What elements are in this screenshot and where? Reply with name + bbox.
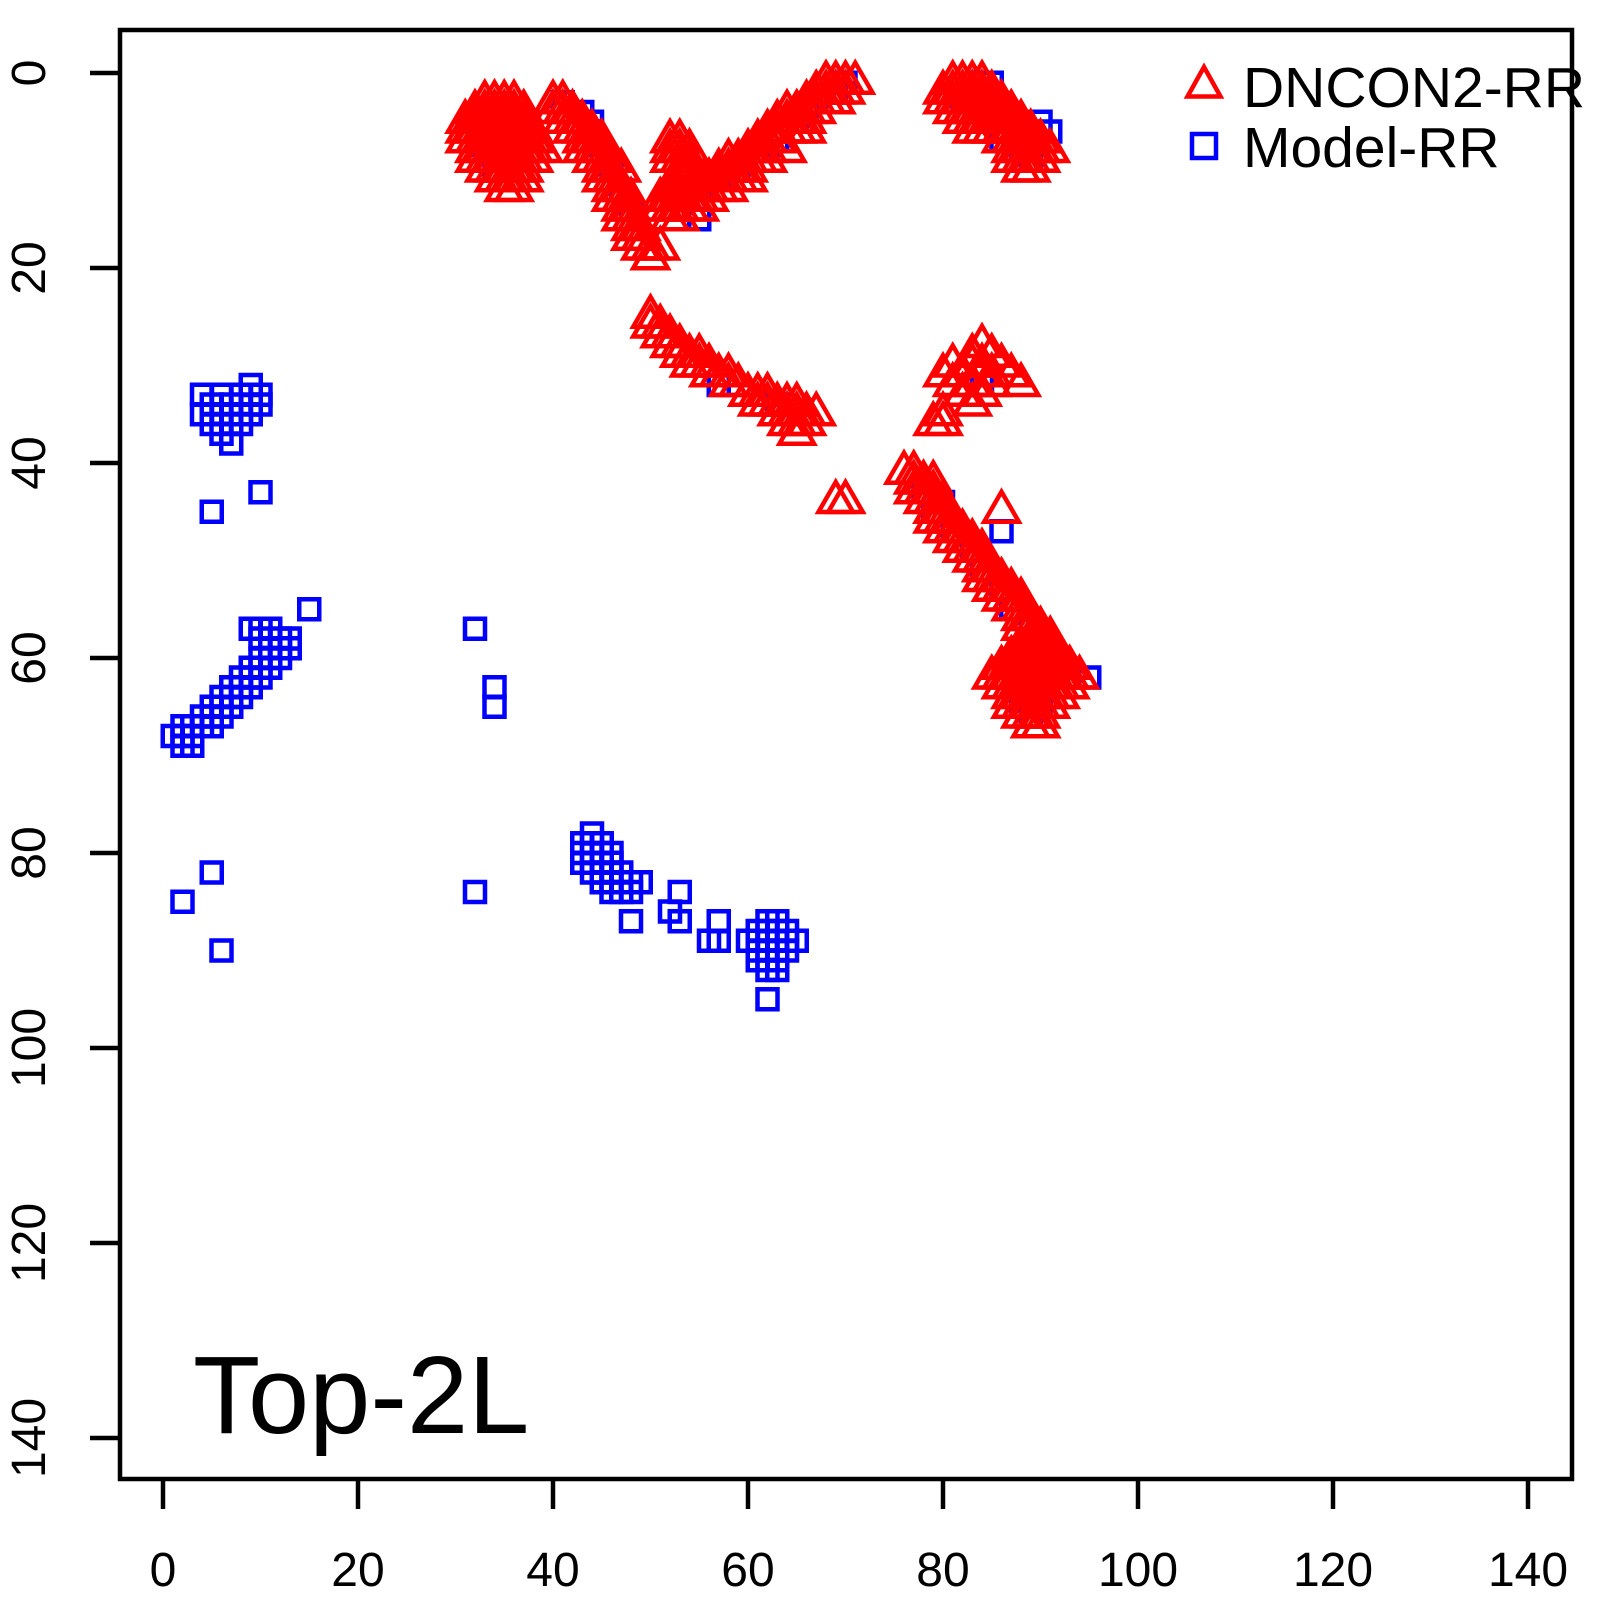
- point-square: [706, 928, 731, 953]
- point-triangle: [999, 360, 1043, 398]
- x-tick-label: 140: [1488, 1544, 1568, 1597]
- y-tick-label: 20: [3, 241, 56, 294]
- legend-triangle-icon: [1183, 62, 1225, 99]
- point-square: [706, 909, 731, 934]
- series-layer: [160, 58, 1102, 1012]
- legend: DNCON2-RR Model-RR: [1183, 56, 1585, 180]
- point-triangle: [492, 165, 536, 203]
- x-tick-label: 40: [526, 1544, 579, 1597]
- point-square: [989, 519, 1014, 544]
- point-triangle: [834, 58, 877, 95]
- y-tick-label: 140: [3, 1398, 56, 1478]
- point-square: [765, 957, 790, 983]
- point-triangle: [824, 477, 867, 515]
- point-triangle: [658, 194, 701, 232]
- point-triangle: [687, 175, 731, 212]
- y-tick-label: 100: [3, 1008, 56, 1088]
- point-square: [248, 480, 273, 505]
- point-square: [219, 431, 244, 456]
- legend-label-model: Model-RR: [1243, 116, 1500, 180]
- y-axis: 0 20 40 60 80 100 120 140: [3, 60, 120, 1478]
- y-tick-label: 80: [3, 826, 56, 879]
- point-square: [667, 879, 692, 905]
- y-tick-label: 40: [3, 436, 56, 489]
- point-triangle: [1009, 145, 1052, 183]
- y-tick-label: 0: [3, 60, 56, 87]
- point-triangle: [795, 389, 838, 427]
- point-triangle: [814, 77, 857, 115]
- point-square: [209, 938, 234, 963]
- point-triangle: [785, 106, 828, 144]
- point-square: [297, 597, 322, 622]
- point-triangle: [765, 126, 809, 164]
- point-triangle: [775, 399, 818, 437]
- point-triangle: [785, 97, 828, 134]
- point-triangle: [746, 136, 789, 173]
- y-tick-label: 60: [3, 631, 56, 684]
- point-square: [462, 616, 488, 641]
- point-square: [277, 636, 302, 661]
- point-triangle: [1019, 701, 1062, 739]
- point-triangle: [824, 67, 867, 105]
- x-tick-label: 120: [1293, 1544, 1373, 1597]
- x-tick-label: 100: [1098, 1544, 1178, 1597]
- plot-annotation: Top-2L: [193, 1334, 529, 1457]
- point-square: [755, 987, 780, 1012]
- point-square: [482, 694, 507, 719]
- legend-square-icon: [1189, 131, 1219, 161]
- point-square: [199, 499, 224, 524]
- point-square: [248, 626, 273, 651]
- point-triangle: [726, 145, 770, 183]
- point-square: [618, 909, 644, 934]
- x-tick-label: 80: [916, 1544, 969, 1597]
- x-tick-label: 60: [721, 1544, 774, 1597]
- y-tick-label: 120: [3, 1203, 56, 1283]
- plot-border: [117, 27, 1575, 1482]
- point-triangle: [726, 155, 770, 193]
- point-triangle: [775, 409, 818, 446]
- x-tick-label: 20: [331, 1544, 384, 1597]
- point-square: [170, 889, 195, 914]
- series-dncon2-rr: [444, 58, 1101, 739]
- point-square: [482, 675, 507, 700]
- point-triangle: [951, 379, 994, 417]
- point-triangle: [921, 399, 965, 437]
- point-square: [199, 860, 224, 885]
- point-triangle: [678, 184, 721, 222]
- point-square: [462, 879, 488, 905]
- point-square: [667, 909, 692, 934]
- point-triangle: [795, 87, 838, 125]
- point-triangle: [707, 165, 750, 203]
- x-tick-label: 0: [150, 1544, 177, 1597]
- point-triangle: [629, 233, 672, 271]
- legend-label-dncon2: DNCON2-RR: [1243, 56, 1585, 120]
- point-square: [618, 879, 644, 905]
- x-axis: 0 20 40 60 80 100 120 140: [150, 1479, 1568, 1597]
- point-triangle: [980, 487, 1023, 524]
